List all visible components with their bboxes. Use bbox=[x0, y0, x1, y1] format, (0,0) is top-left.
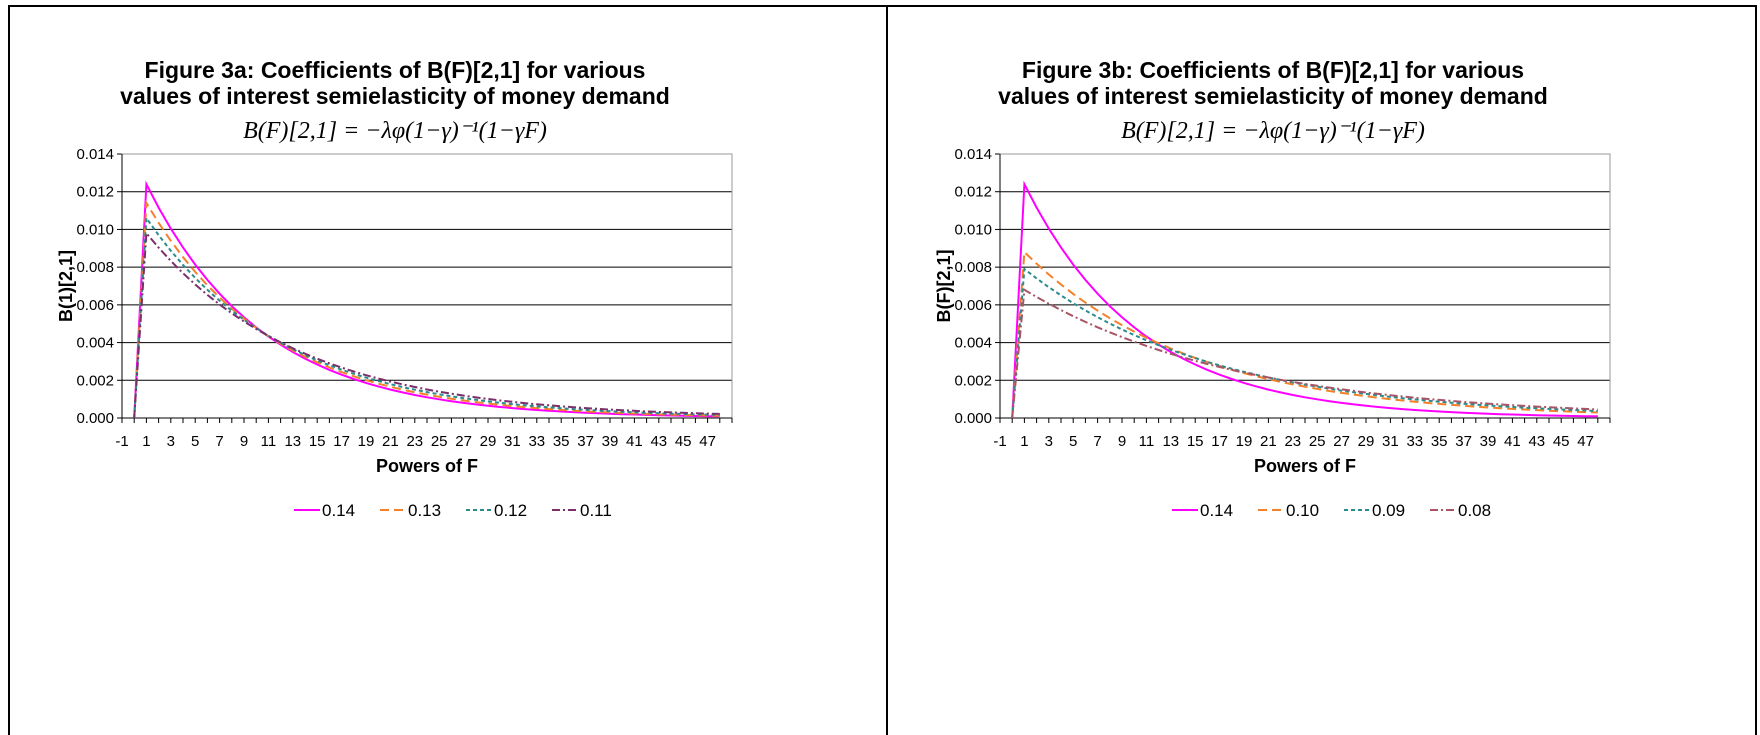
x-tick-label: 41 bbox=[1504, 433, 1521, 450]
x-tick-label: 29 bbox=[480, 433, 497, 450]
chart-title: Figure 3a: Coefficients of B(F)[2,1] for… bbox=[145, 57, 646, 83]
x-tick-label: 39 bbox=[602, 433, 619, 450]
y-tick-label: 0.002 bbox=[76, 372, 114, 389]
chart-panel-3a: Figure 3a: Coefficients of B(F)[2,1] for… bbox=[10, 0, 887, 730]
x-tick-label: 11 bbox=[261, 433, 277, 450]
chart-subtitle: values of interest semielasticity of mon… bbox=[998, 83, 1548, 109]
x-tick-label: 13 bbox=[1162, 433, 1179, 450]
y-tick-label: 0.014 bbox=[954, 146, 992, 163]
y-tick-label: 0.008 bbox=[76, 259, 114, 276]
x-tick-label: 25 bbox=[431, 433, 448, 450]
x-tick-label: 43 bbox=[1528, 433, 1545, 450]
x-tick-label: 21 bbox=[1260, 433, 1277, 450]
x-tick-label: 1 bbox=[142, 433, 150, 450]
series-line-0-13 bbox=[133, 199, 720, 419]
legend-label: 0.14 bbox=[322, 501, 355, 520]
x-tick-label: 47 bbox=[699, 433, 716, 450]
chart-panel-3b: Figure 3b: Coefficients of B(F)[2,1] for… bbox=[888, 0, 1760, 730]
x-tick-label: 35 bbox=[1431, 433, 1448, 450]
series-line-0-11 bbox=[133, 230, 720, 419]
y-axis-title: B(1)[2,1] bbox=[56, 250, 76, 322]
y-tick-label: 0.006 bbox=[954, 297, 992, 314]
y-tick-label: 0.004 bbox=[76, 335, 114, 352]
x-tick-label: -1 bbox=[993, 433, 1006, 450]
x-tick-label: 23 bbox=[1284, 433, 1301, 450]
x-tick-label: 43 bbox=[650, 433, 667, 450]
x-tick-label: 13 bbox=[284, 433, 301, 450]
x-axis-title: Powers of F bbox=[1254, 456, 1356, 476]
y-axis-title: B(F)[2,1] bbox=[934, 250, 954, 323]
y-tick-label: 0.000 bbox=[954, 410, 992, 427]
x-tick-label: 9 bbox=[240, 433, 248, 450]
x-tick-label: 33 bbox=[528, 433, 545, 450]
x-tick-label: 37 bbox=[1455, 433, 1472, 450]
y-tick-label: 0.010 bbox=[954, 221, 992, 238]
legend-label: 0.14 bbox=[1200, 501, 1233, 520]
chart-formula: B(F)[2,1] = −λφ(1−γ)⁻¹(1−γF) bbox=[1121, 118, 1425, 144]
chart-title: Figure 3b: Coefficients of B(F)[2,1] for… bbox=[1022, 57, 1524, 83]
y-tick-label: 0.012 bbox=[76, 184, 114, 201]
x-tick-label: 35 bbox=[553, 433, 570, 450]
y-tick-label: 0.012 bbox=[954, 184, 992, 201]
legend-label: 0.11 bbox=[580, 501, 612, 520]
x-tick-label: -1 bbox=[115, 433, 128, 450]
series-line-0-14 bbox=[133, 180, 720, 419]
x-tick-label: 31 bbox=[504, 433, 521, 450]
x-tick-label: 45 bbox=[675, 433, 692, 450]
x-tick-label: 27 bbox=[1333, 433, 1350, 450]
x-tick-label: 17 bbox=[1211, 433, 1228, 450]
x-tick-label: 19 bbox=[1236, 433, 1253, 450]
series-line-0-08 bbox=[1011, 288, 1598, 419]
y-tick-label: 0.010 bbox=[76, 221, 114, 238]
x-tick-label: 21 bbox=[382, 433, 399, 450]
x-tick-label: 25 bbox=[1309, 433, 1326, 450]
legend-label: 0.10 bbox=[1286, 501, 1319, 520]
x-tick-label: 17 bbox=[333, 433, 350, 450]
chart-3b: Figure 3b: Coefficients of B(F)[2,1] for… bbox=[934, 57, 1611, 520]
x-tick-label: 15 bbox=[1187, 433, 1204, 450]
series-line-0-14 bbox=[1011, 180, 1598, 419]
y-tick-label: 0.004 bbox=[954, 335, 992, 352]
x-tick-label: 27 bbox=[455, 433, 472, 450]
x-tick-label: 41 bbox=[626, 433, 643, 450]
x-tick-label: 33 bbox=[1406, 433, 1423, 450]
legend-label: 0.09 bbox=[1372, 501, 1405, 520]
y-tick-label: 0.008 bbox=[954, 259, 992, 276]
x-tick-label: 47 bbox=[1577, 433, 1594, 450]
x-tick-label: 3 bbox=[167, 433, 175, 450]
x-tick-label: 7 bbox=[215, 433, 223, 450]
chart-formula: B(F)[2,1] = −λφ(1−γ)⁻¹(1−γF) bbox=[243, 118, 547, 144]
panel-divider bbox=[886, 5, 888, 735]
x-tick-label: 5 bbox=[1069, 433, 1077, 450]
x-tick-label: 11 bbox=[1139, 433, 1155, 450]
x-tick-label: 37 bbox=[577, 433, 594, 450]
x-tick-label: 23 bbox=[406, 433, 423, 450]
x-tick-label: 45 bbox=[1553, 433, 1570, 450]
y-tick-label: 0.014 bbox=[76, 146, 114, 163]
x-tick-label: 29 bbox=[1358, 433, 1375, 450]
x-tick-label: 1 bbox=[1020, 433, 1028, 450]
x-tick-label: 31 bbox=[1382, 433, 1399, 450]
y-tick-label: 0.000 bbox=[76, 410, 114, 427]
x-tick-label: 3 bbox=[1045, 433, 1053, 450]
x-tick-label: 19 bbox=[358, 433, 375, 450]
series-line-0-09 bbox=[1011, 267, 1598, 419]
page-frame bbox=[8, 5, 1757, 735]
x-tick-label: 15 bbox=[309, 433, 326, 450]
legend-label: 0.12 bbox=[494, 501, 527, 520]
y-tick-label: 0.002 bbox=[954, 372, 992, 389]
series-line-0-12 bbox=[133, 215, 720, 419]
x-tick-label: 5 bbox=[191, 433, 199, 450]
x-axis-title: Powers of F bbox=[376, 456, 478, 476]
x-tick-label: 7 bbox=[1093, 433, 1101, 450]
series-line-0-10 bbox=[1011, 249, 1598, 419]
legend-label: 0.13 bbox=[408, 501, 441, 520]
x-tick-label: 39 bbox=[1480, 433, 1497, 450]
chart-subtitle: values of interest semielasticity of mon… bbox=[120, 83, 670, 109]
legend-label: 0.08 bbox=[1458, 501, 1491, 520]
chart-3a: Figure 3a: Coefficients of B(F)[2,1] for… bbox=[56, 57, 733, 520]
x-tick-label: 9 bbox=[1118, 433, 1126, 450]
y-tick-label: 0.006 bbox=[76, 297, 114, 314]
